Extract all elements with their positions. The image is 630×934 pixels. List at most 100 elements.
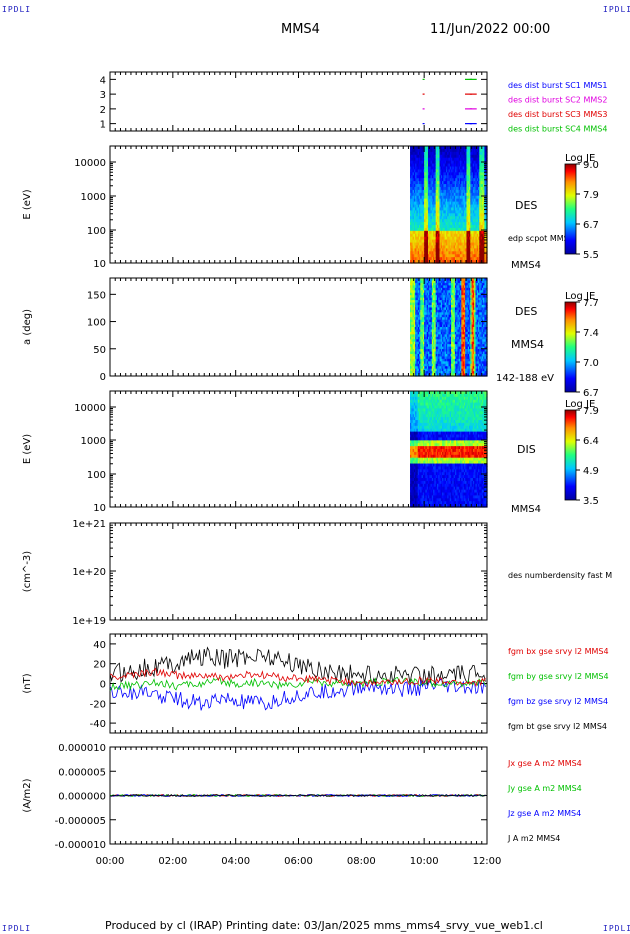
des-energy-cell [474,219,477,223]
des-energy-cell [431,184,434,188]
des-energy-cell [460,198,462,203]
des-energy-cell [419,210,421,214]
des-energy-cell [472,219,475,223]
des-energy-cell [417,207,420,211]
des-pitch-cell [427,317,430,321]
des-energy-cell [429,160,432,165]
des-pitch-cell [416,314,419,318]
des-energy-cell [433,166,436,170]
des-energy-cell [463,169,466,173]
des-pitch-cell [416,307,419,311]
des-pitch-cell [422,336,425,340]
des-pitch-cell [475,304,478,308]
des-pitch-cell [430,341,433,345]
des-pitch-cell [421,282,424,286]
des-pitch-cell [478,295,480,299]
des-pitch-cell [454,368,457,372]
des-energy-cell [457,213,460,217]
des-pitch-cell [476,336,479,340]
des-pitch-cell [431,368,434,372]
des-energy-cell [447,160,450,165]
des-energy-cell [422,186,425,191]
des-pitch-cell [461,302,464,306]
des-pitch-cell [435,331,438,335]
des-pitch-cell [467,366,470,370]
des-pitch-cell [415,297,418,301]
des-energy-cell [460,233,462,238]
des-pitch-cell [425,341,428,345]
des-energy-cell [457,204,460,209]
des-pitch-cell [431,344,434,348]
des-pitch-cell [410,302,412,306]
des-energy-cell [483,230,486,235]
des-pitch-cell [469,280,471,284]
des-pitch-cell [416,285,419,289]
des-pitch-cell [412,324,415,328]
des-pitch-cell [461,346,464,350]
des-energy-cell [445,178,448,182]
des-energy-cell [475,198,478,203]
des-pitch-cell [424,356,427,360]
des-pitch-cell [439,361,442,365]
des-pitch-cell [415,361,418,365]
des-pitch-cell [453,285,456,289]
des-energy-cell [469,245,471,249]
des-energy-cell [451,222,453,226]
des-energy-cell [456,186,459,191]
des-energy-cell [453,210,456,214]
des-energy-cell [456,157,459,162]
des-energy-cell [417,148,420,153]
des-pitch-cell [456,314,459,318]
des-energy-cell [436,254,439,258]
des-energy-cell [444,230,447,235]
des-pitch-cell [438,351,441,355]
des-energy-cell [470,257,473,261]
des-pitch-cell [458,300,461,304]
des-pitch-cell [457,312,460,316]
des-pitch-cell [439,278,442,282]
des-pitch-cell [417,309,420,313]
des-energy-cell [425,189,428,194]
des-pitch-cell [430,304,433,308]
des-pitch-cell [478,312,480,316]
des-pitch-cell [443,295,446,299]
des-energy-cell [469,230,471,235]
des-pitch-cell [453,361,456,365]
des-pitch-cell [429,327,432,331]
des-pitch-cell [466,287,469,291]
des-energy-cell [452,210,455,214]
des-pitch-cell [472,300,475,304]
des-pitch-cell [460,368,462,372]
des-pitch-cell [415,278,418,282]
des-energy-cell [474,260,477,264]
des-energy-cell [452,192,455,197]
des-energy-cell [465,189,468,194]
des-pitch-cell [415,349,418,353]
des-pitch-cell [447,368,450,372]
des-pitch-cell [463,295,466,299]
des-pitch-cell [462,319,465,323]
des-pitch-cell [415,334,418,338]
des-energy-cell [411,245,414,249]
des-pitch-cell [458,339,461,343]
des-pitch-cell [453,327,456,331]
des-pitch-cell [416,304,419,308]
des-pitch-cell [420,287,423,291]
des-pitch-cell [426,314,429,318]
des-energy-cell [475,257,478,261]
des-energy-cell [443,227,446,232]
des-energy-cell [412,210,415,214]
des-pitch-cell [429,341,432,345]
des-energy-cell [454,254,457,258]
des-pitch-cell [448,339,451,343]
des-pitch-cell [422,356,425,360]
des-energy-cell [458,245,461,249]
des-energy-cell [436,154,439,159]
des-energy-cell [424,260,427,264]
des-pitch-cell [454,317,457,321]
des-pitch-cell [476,309,479,313]
des-pitch-cell [451,371,453,375]
des-pitch-cell [436,282,439,286]
des-pitch-cell [430,322,433,326]
des-energy-cell [470,163,473,168]
